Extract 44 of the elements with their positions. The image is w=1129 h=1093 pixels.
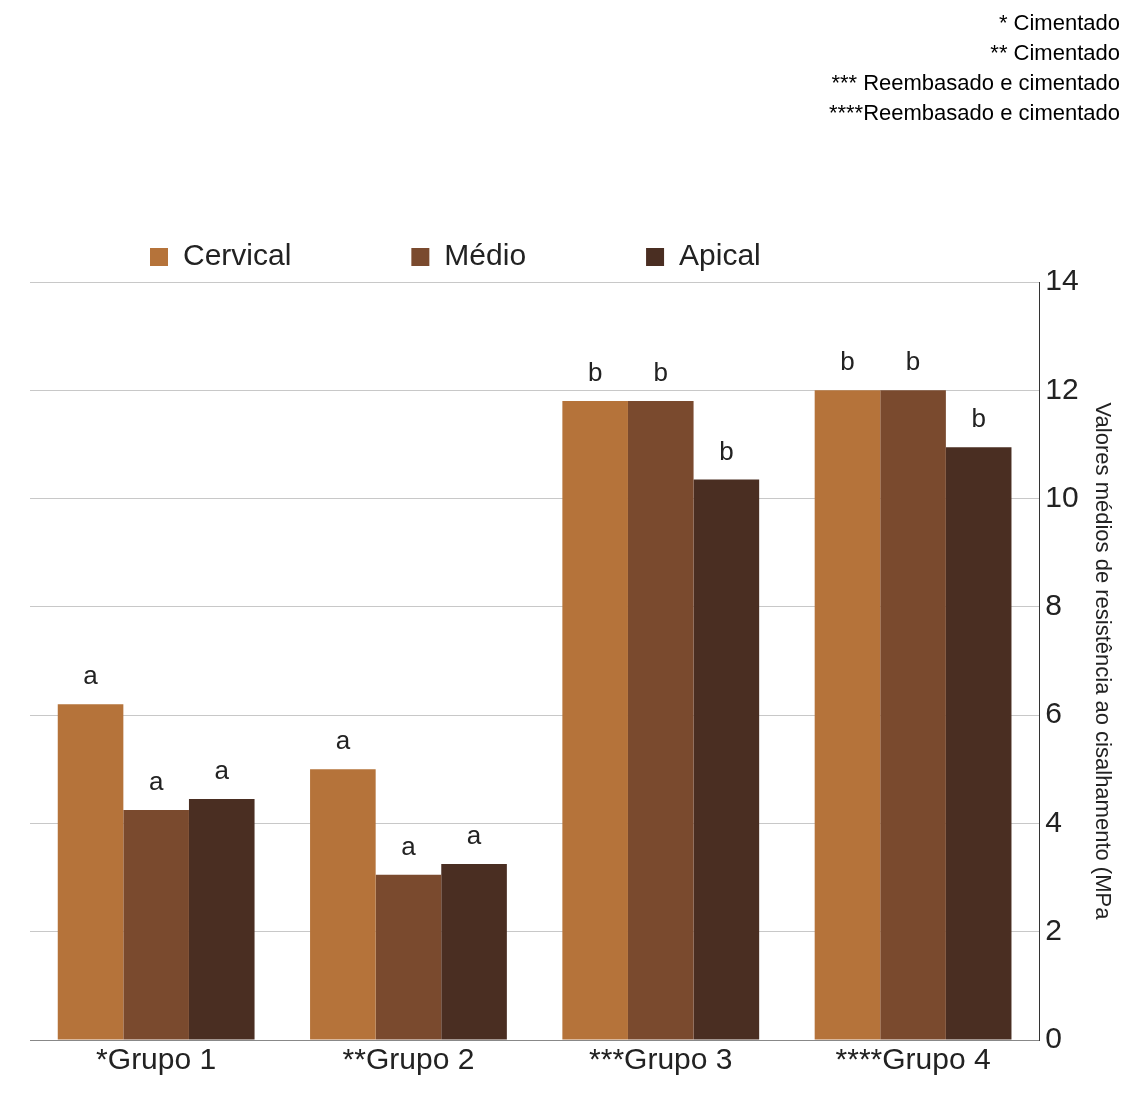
bar — [562, 401, 628, 1040]
data-label: b — [840, 346, 855, 377]
data-label: a — [148, 766, 164, 797]
bar — [57, 704, 124, 1040]
bar — [627, 401, 694, 1040]
y-tick-label: 6 — [1045, 696, 1062, 730]
data-label: b — [587, 357, 603, 388]
y-tick-label: 12 — [1045, 371, 1079, 405]
y-tick-label: 2 — [1045, 912, 1062, 946]
y-axis-title: Valores médios de resistência ao cisalhamento (MPa — [1090, 402, 1116, 921]
data-label: b — [719, 435, 734, 466]
data-label: a — [83, 660, 99, 691]
y-tick-label: 4 — [1045, 804, 1062, 838]
bar — [441, 864, 507, 1040]
bar — [123, 809, 189, 1040]
bar — [880, 390, 946, 1040]
x-tick-label: *Grupo 1 — [96, 1042, 217, 1076]
data-label: b — [653, 357, 668, 388]
x-tick-label: ***Grupo 3 — [589, 1042, 733, 1076]
data-label: a — [214, 755, 230, 786]
data-label: b — [905, 346, 921, 377]
data-label: a — [335, 725, 351, 756]
bar — [945, 447, 1012, 1040]
text: ** Cimentado — [989, 39, 1120, 67]
legend-label: Apical — [679, 238, 761, 272]
bar — [188, 799, 255, 1040]
legend-label: Cervical — [183, 238, 292, 272]
bar — [375, 874, 442, 1040]
bar — [693, 479, 760, 1040]
y-tick-label: 8 — [1045, 588, 1062, 622]
data-label: a — [401, 831, 417, 862]
y-tick-label: 10 — [1045, 479, 1079, 513]
bar — [310, 769, 376, 1040]
data-label: a — [466, 820, 482, 851]
y-tick-label: 0 — [1045, 1021, 1062, 1055]
x-tick-label: **Grupo 2 — [342, 1042, 475, 1076]
legend-label: Médio — [444, 238, 527, 272]
bar — [814, 390, 881, 1040]
text: ****Reembasado e cimentado — [827, 99, 1120, 127]
data-label: b — [971, 403, 986, 434]
text: *** Reembasado e cimentado — [830, 69, 1120, 97]
y-tick-label: 14 — [1045, 263, 1079, 297]
x-tick-label: ****Grupo 4 — [835, 1042, 991, 1076]
text: * Cimentado — [997, 9, 1120, 37]
